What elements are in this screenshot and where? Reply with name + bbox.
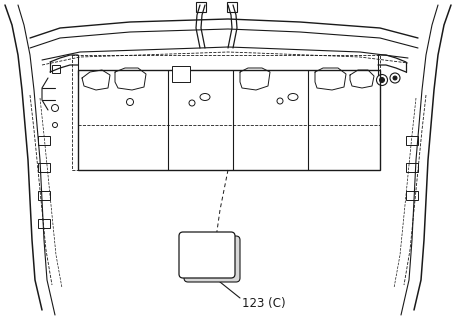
Bar (227, 2, 237, 12)
Circle shape (379, 77, 384, 83)
Bar (38, 136, 50, 145)
Bar (405, 163, 417, 172)
Circle shape (392, 76, 396, 80)
Bar (196, 2, 206, 12)
Ellipse shape (200, 93, 210, 100)
Bar (405, 136, 417, 145)
Bar (38, 163, 50, 172)
Text: 123 (C): 123 (C) (242, 297, 285, 309)
Bar (38, 191, 50, 200)
Bar (405, 191, 417, 200)
FancyBboxPatch shape (179, 232, 234, 278)
Bar (172, 66, 190, 82)
Bar (52, 65, 60, 73)
Bar (38, 219, 50, 228)
Ellipse shape (288, 93, 298, 100)
FancyBboxPatch shape (184, 236, 239, 282)
Bar (78, 70, 379, 170)
